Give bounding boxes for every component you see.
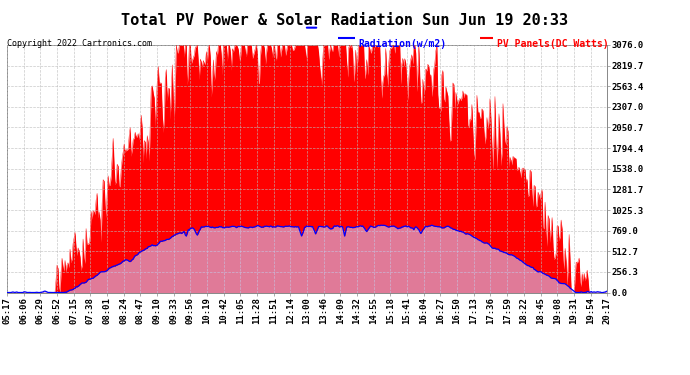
Text: Total PV Power & Solar Radiation Sun Jun 19 20:33: Total PV Power & Solar Radiation Sun Jun…: [121, 13, 569, 28]
Text: PV Panels(DC Watts): PV Panels(DC Watts): [497, 39, 609, 50]
Text: Radiation(w/m2): Radiation(w/m2): [359, 39, 447, 50]
Text: Copyright 2022 Cartronics.com: Copyright 2022 Cartronics.com: [7, 39, 152, 48]
